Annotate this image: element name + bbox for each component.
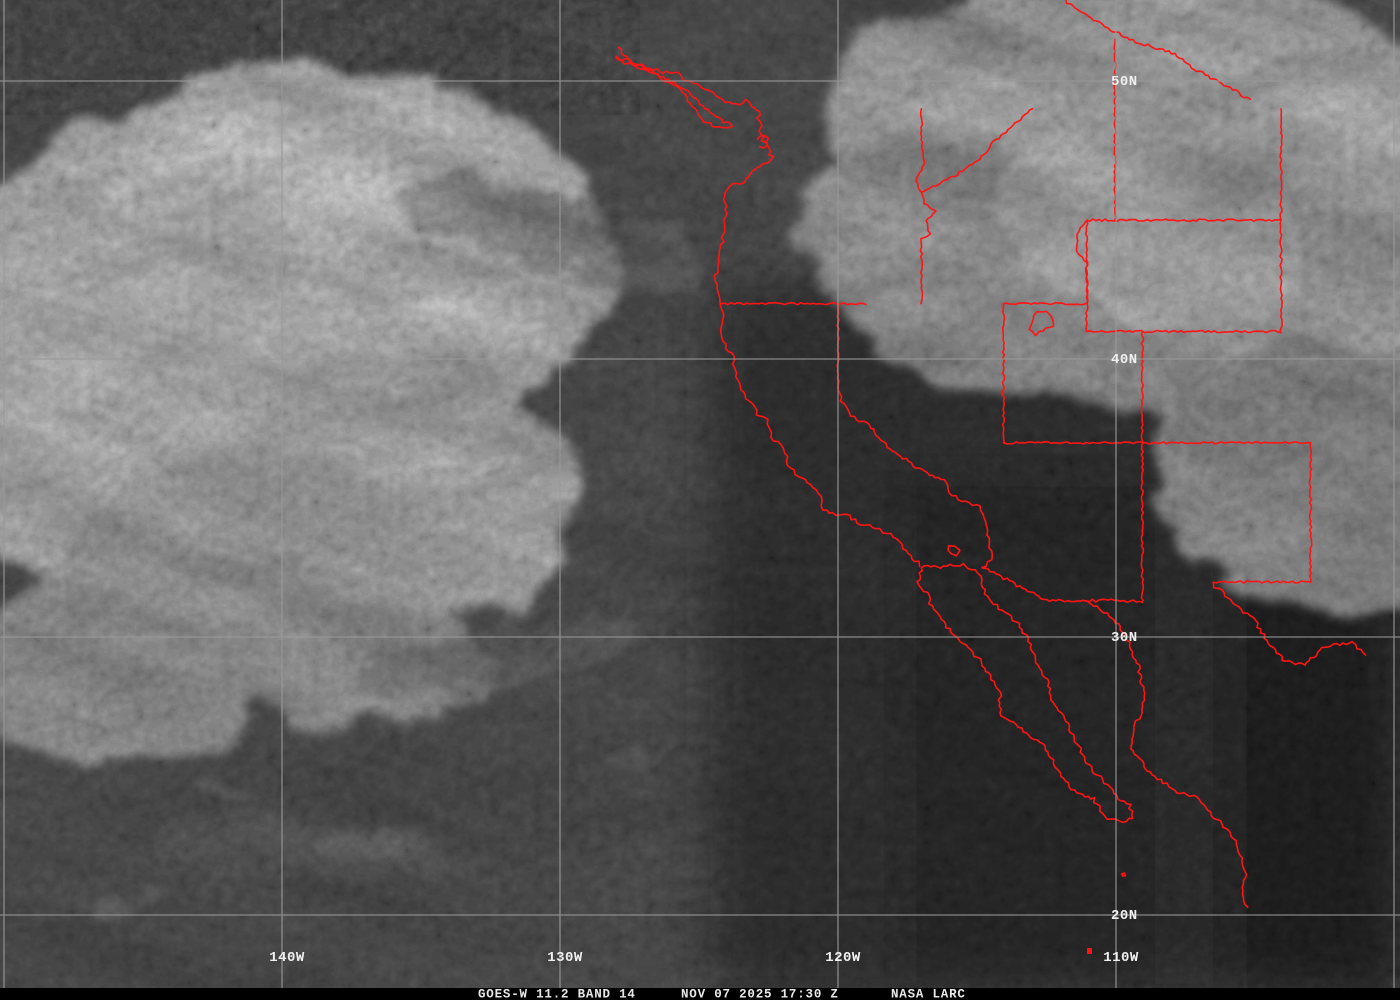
svg-text:40N: 40N (1111, 352, 1138, 368)
svg-text:140W: 140W (269, 950, 305, 966)
svg-text:GOES-W 11.2 BAND 14: GOES-W 11.2 BAND 14 (478, 988, 636, 1000)
svg-text:130W: 130W (547, 950, 583, 966)
svg-text:20N: 20N (1111, 908, 1138, 924)
svg-text:30N: 30N (1111, 630, 1138, 646)
svg-text:50N: 50N (1111, 74, 1138, 90)
svg-text:110W: 110W (1103, 950, 1139, 966)
svg-text:NOV 07 2025 17:30 Z: NOV 07 2025 17:30 Z (681, 988, 839, 1000)
svg-text:120W: 120W (825, 950, 861, 966)
svg-text:NASA LARC: NASA LARC (891, 988, 966, 1000)
